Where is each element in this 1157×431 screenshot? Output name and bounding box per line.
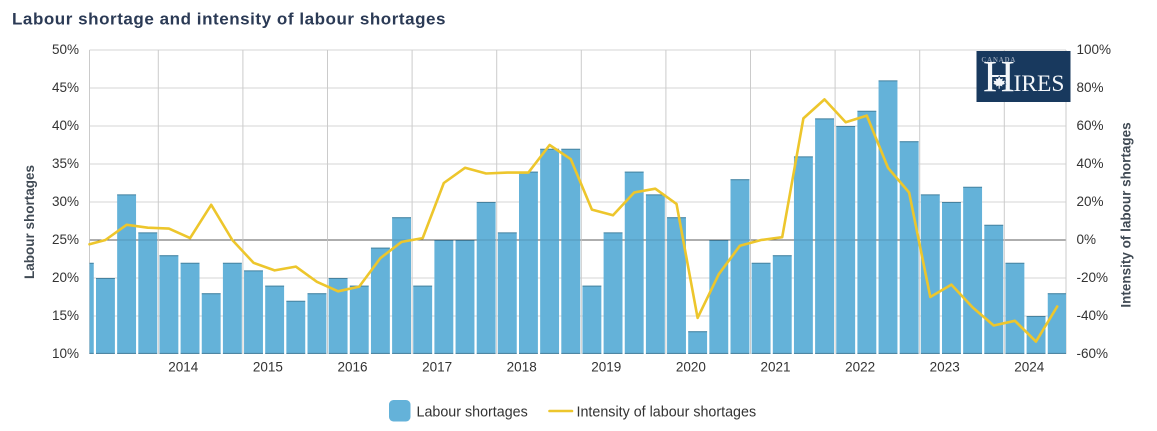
svg-text:-40%: -40% — [1077, 308, 1109, 323]
svg-text:-60%: -60% — [1077, 346, 1109, 361]
svg-text:25%: 25% — [52, 232, 79, 247]
svg-text:2023: 2023 — [930, 360, 960, 375]
svg-text:2017: 2017 — [422, 360, 452, 375]
svg-text:Labour shortages: Labour shortages — [22, 165, 37, 279]
svg-text:50%: 50% — [52, 42, 79, 57]
svg-text:-20%: -20% — [1077, 270, 1109, 285]
svg-text:20%: 20% — [1077, 194, 1104, 209]
svg-text:2014: 2014 — [168, 360, 199, 375]
svg-text:35%: 35% — [52, 156, 79, 171]
svg-text:2019: 2019 — [591, 360, 621, 375]
svg-text:40%: 40% — [52, 118, 79, 133]
svg-text:60%: 60% — [1077, 118, 1104, 133]
svg-text:30%: 30% — [52, 194, 79, 209]
svg-text:40%: 40% — [1077, 156, 1104, 171]
svg-text:IRES: IRES — [1014, 71, 1065, 97]
svg-text:80%: 80% — [1077, 80, 1104, 95]
svg-text:Labour shortage and intensity: Labour shortage and intensity of labour … — [12, 10, 446, 29]
svg-text:Intensity of labour shortages: Intensity of labour shortages — [1119, 122, 1134, 307]
svg-text:2022: 2022 — [845, 360, 875, 375]
svg-text:Labour shortages: Labour shortages — [417, 404, 528, 420]
svg-text:2020: 2020 — [676, 360, 706, 375]
svg-text:2016: 2016 — [337, 360, 367, 375]
svg-text:45%: 45% — [52, 80, 79, 95]
svg-text:2015: 2015 — [253, 360, 283, 375]
svg-text:2021: 2021 — [760, 360, 790, 375]
svg-text:20%: 20% — [52, 270, 79, 285]
svg-text:CANADA: CANADA — [981, 57, 1016, 64]
svg-text:0%: 0% — [1077, 232, 1097, 247]
svg-text:2018: 2018 — [507, 360, 537, 375]
svg-text:10%: 10% — [52, 346, 79, 361]
svg-text:100%: 100% — [1077, 42, 1112, 57]
svg-text:15%: 15% — [52, 308, 79, 323]
svg-text:Intensity of labour shortages: Intensity of labour shortages — [577, 404, 757, 420]
svg-text:2024: 2024 — [1014, 360, 1045, 375]
